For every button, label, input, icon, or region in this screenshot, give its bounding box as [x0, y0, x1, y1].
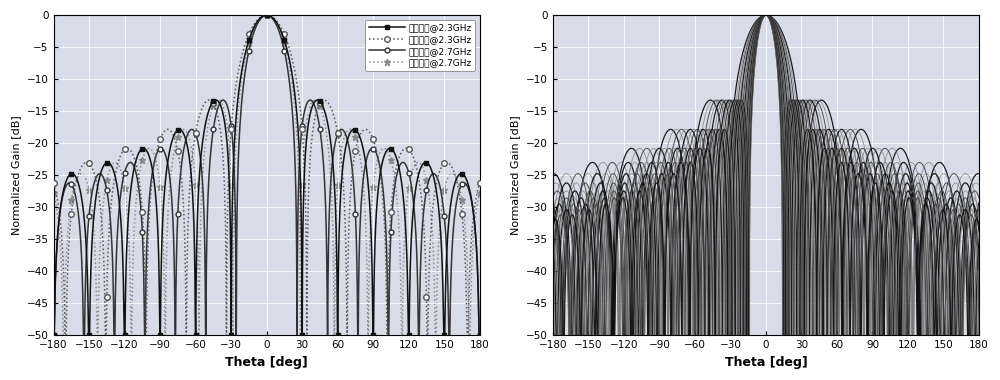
垂直切面@2.3GHz — [441, 160, 453, 165]
水平切面@2.3GHz — [269, 18, 281, 23]
X-axis label: Theta [deg]: Theta [deg] — [725, 356, 807, 369]
垂直切面@2.3GHz — [261, 13, 273, 17]
Legend: 水平切面@2.3GHz, 垂直切面@2.3GHz, 水平切面@2.7GHz, 垂直切面@2.7GHz: 水平切面@2.3GHz, 垂直切面@2.3GHz, 水平切面@2.7GHz, 垂… — [365, 20, 475, 71]
垂直切面@2.7GHz — [360, 222, 372, 227]
垂直切面@2.7GHz — [474, 191, 486, 195]
垂直切面@2.3GHz — [269, 17, 281, 22]
垂直切面@2.3GHz — [360, 127, 372, 131]
X-axis label: Theta [deg]: Theta [deg] — [225, 356, 308, 369]
Line: 垂直切面@2.3GHz: 垂直切面@2.3GHz — [51, 12, 482, 338]
垂直切面@2.7GHz — [269, 19, 281, 23]
水平切面@2.3GHz — [261, 13, 273, 17]
垂直切面@2.7GHz — [441, 177, 453, 182]
水平切面@2.3GHz — [360, 161, 372, 165]
水平切面@2.3GHz — [188, 215, 200, 219]
垂直切面@2.3GHz — [188, 143, 200, 147]
水平切面@2.7GHz — [322, 274, 334, 279]
垂直切面@2.7GHz — [57, 333, 69, 338]
垂直切面@2.7GHz — [48, 191, 60, 195]
垂直切面@2.7GHz — [48, 194, 60, 198]
垂直切面@2.3GHz — [59, 333, 71, 338]
水平切面@2.3GHz — [48, 333, 60, 338]
垂直切面@2.7GHz — [188, 161, 200, 166]
水平切面@2.7GHz — [48, 321, 60, 326]
水平切面@2.7GHz — [441, 262, 453, 267]
水平切面@2.7GHz — [360, 161, 372, 165]
水平切面@2.3GHz — [322, 123, 334, 128]
水平切面@2.7GHz — [474, 333, 486, 338]
垂直切面@2.3GHz — [322, 100, 334, 105]
垂直切面@2.3GHz — [474, 181, 486, 186]
Line: 水平切面@2.3GHz: 水平切面@2.3GHz — [51, 13, 482, 338]
水平切面@2.7GHz — [48, 333, 60, 338]
垂直切面@2.3GHz — [48, 181, 60, 186]
水平切面@2.7GHz — [269, 20, 281, 25]
水平切面@2.7GHz — [188, 128, 200, 133]
水平切面@2.3GHz — [441, 241, 453, 246]
Y-axis label: Normalized Gain [dB]: Normalized Gain [dB] — [510, 116, 520, 235]
Line: 垂直切面@2.7GHz: 垂直切面@2.7GHz — [50, 12, 483, 339]
Line: 水平切面@2.7GHz: 水平切面@2.7GHz — [51, 13, 482, 338]
Y-axis label: Normalized Gain [dB]: Normalized Gain [dB] — [11, 116, 21, 235]
垂直切面@2.3GHz — [48, 184, 60, 188]
水平切面@2.3GHz — [48, 321, 60, 326]
垂直切面@2.7GHz — [322, 144, 334, 149]
水平切面@2.7GHz — [261, 13, 273, 17]
垂直切面@2.7GHz — [261, 13, 273, 17]
水平切面@2.3GHz — [474, 333, 486, 338]
